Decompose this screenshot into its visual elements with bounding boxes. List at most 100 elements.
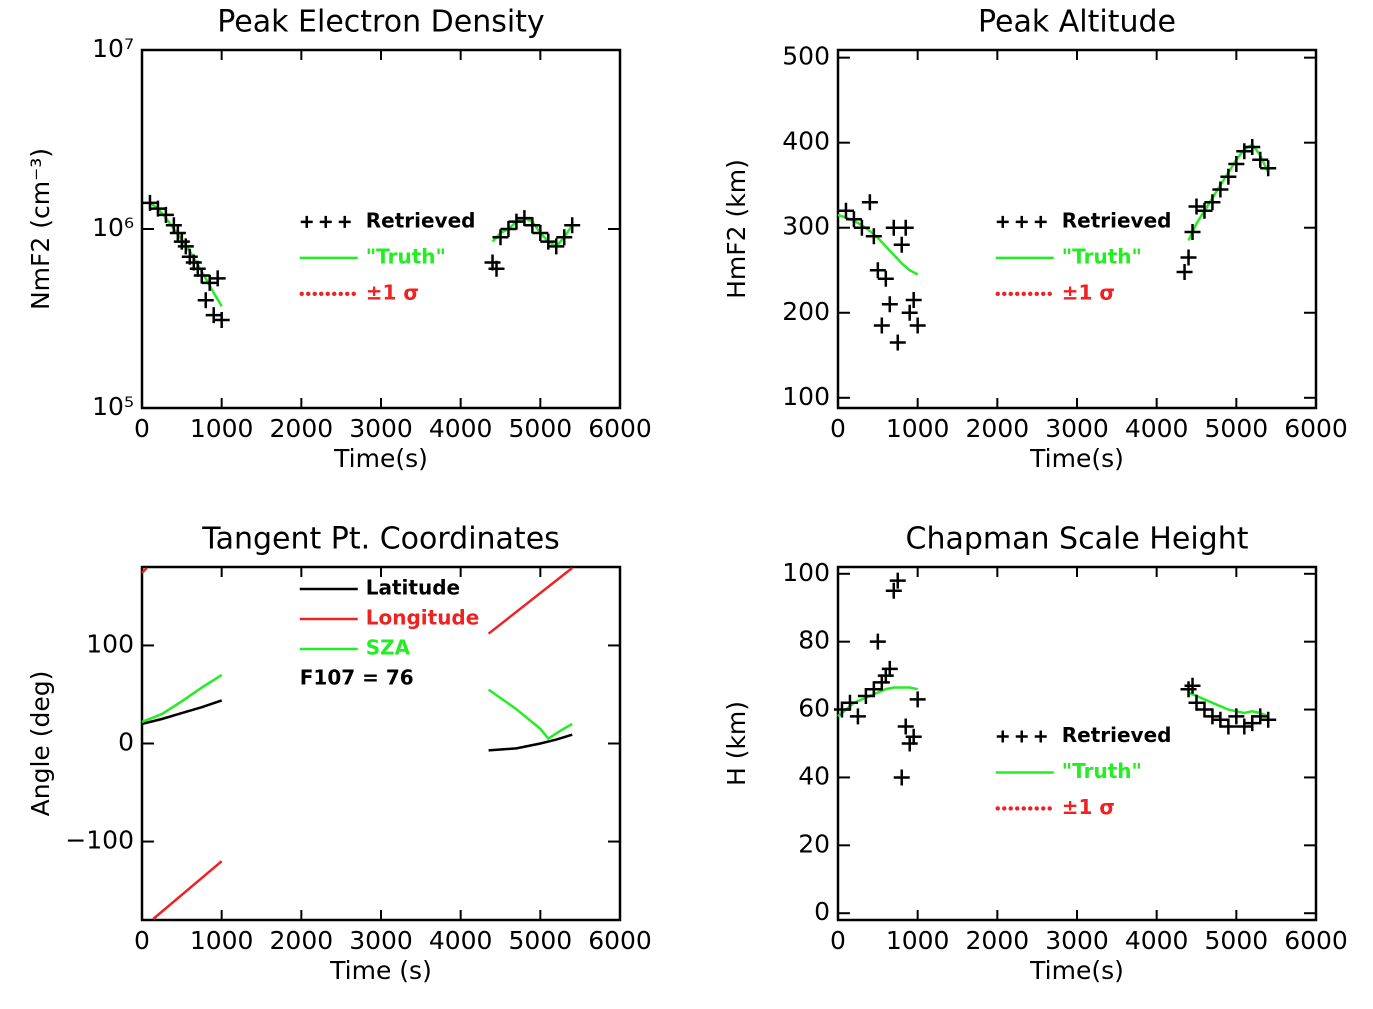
- plot-frame: [140, 565, 622, 922]
- retrieved-point: [1220, 168, 1237, 185]
- panel: Peak Electron Density Time(s) NmF2 (cm⁻³) 0…: [26, 5, 652, 474]
- retrieved-point: [901, 735, 918, 752]
- y-tick-label: 100: [782, 558, 830, 587]
- retrieved-point: [865, 681, 882, 698]
- legend-symbol: [1021, 291, 1026, 297]
- retrieved-point: [564, 217, 581, 234]
- x-tick-label: 6000: [588, 926, 652, 955]
- legend-label: Latitude: [366, 576, 460, 600]
- retrieved-point: [893, 236, 910, 253]
- retrieved-point: [905, 292, 922, 309]
- legend-symbol: [319, 215, 332, 228]
- plot-area: [837, 138, 1277, 351]
- series-line: [141, 673, 573, 741]
- retrieved-point: [1212, 181, 1229, 198]
- y-tick-label: 300: [782, 212, 830, 241]
- legend-symbol: [1021, 806, 1026, 811]
- x-tick-label: 6000: [1284, 926, 1348, 955]
- plot-area: [141, 567, 573, 920]
- x-axis-label: Time(s): [1029, 956, 1124, 985]
- retrieved-point: [1176, 263, 1193, 280]
- x-tick-label: 2000: [270, 926, 334, 955]
- x-tick-label: 4000: [429, 926, 493, 955]
- legend-symbol: [1002, 806, 1007, 811]
- retrieved-point: [500, 221, 517, 237]
- y-tick-label: −100: [65, 826, 134, 855]
- retrieved-point: [841, 694, 858, 711]
- legend-symbol: [1047, 806, 1052, 811]
- legend-symbol: [338, 291, 343, 297]
- x-axis-label: Time(s): [333, 444, 428, 473]
- plot-area: [141, 194, 581, 329]
- retrieved-point: [873, 674, 890, 691]
- retrieved-point: [1260, 711, 1277, 728]
- retrieved-point: [492, 229, 509, 246]
- legend-symbol: [338, 215, 351, 228]
- y-tick-label: 100: [782, 382, 830, 411]
- legend: Latitude Longitude SZA: [299, 576, 479, 660]
- retrieved-point: [865, 228, 882, 245]
- retrieved-point: [548, 238, 565, 255]
- retrieved-point: [1204, 708, 1221, 725]
- retrieved-point: [881, 660, 898, 677]
- retrieved-point: [857, 687, 874, 704]
- legend-symbol: [1034, 215, 1047, 228]
- legend-symbol: [996, 215, 1009, 228]
- retrieved-point: [213, 312, 230, 329]
- retrieved-point: [524, 217, 541, 234]
- plot-frame: [140, 48, 622, 410]
- x-tick-label: 5000: [1205, 926, 1269, 955]
- legend-symbol: [1047, 291, 1052, 297]
- legend-symbol: [1015, 215, 1028, 228]
- legend-symbol: [319, 291, 324, 297]
- legend-label: Retrieved: [1062, 208, 1172, 232]
- legend-symbol: [1015, 291, 1020, 297]
- retrieved-point: [1244, 715, 1261, 732]
- retrieved-point: [157, 206, 174, 223]
- x-tick-label: 0: [830, 926, 846, 955]
- retrieved-point: [889, 572, 906, 589]
- legend-symbol: [1041, 291, 1046, 297]
- legend-symbol: [1028, 291, 1033, 297]
- retrieved-point: [1204, 194, 1221, 211]
- retrieved-point: [905, 728, 922, 745]
- panel: Tangent Pt. Coordinates Time (s) Angle (de…: [26, 522, 652, 986]
- retrieved-point: [873, 317, 890, 334]
- retrieved-point: [877, 667, 894, 684]
- retrieved-point: [516, 210, 533, 227]
- retrieved-point: [877, 270, 894, 287]
- annotation: F107 = 76: [300, 666, 414, 690]
- retrieved-point: [488, 260, 505, 277]
- y-tick-label: 0: [814, 897, 830, 926]
- retrieved-point: [909, 317, 926, 334]
- retrieved-point: [849, 708, 866, 725]
- x-tick-label: 6000: [588, 414, 652, 443]
- x-tick-label: 0: [134, 926, 150, 955]
- legend-symbol: [1028, 806, 1033, 811]
- retrieved-point: [1252, 708, 1269, 725]
- legend-symbol: [351, 291, 356, 297]
- retrieved-point: [169, 224, 186, 241]
- retrieved-point: [869, 633, 886, 650]
- x-tick-label: 4000: [1125, 414, 1189, 443]
- x-tick-label: 6000: [1284, 414, 1348, 443]
- retrieved-point: [845, 211, 862, 228]
- retrieved-point: [177, 238, 194, 255]
- retrieved-point: [532, 224, 549, 241]
- x-tick-label: 0: [830, 414, 846, 443]
- y-axis-label: H (km): [722, 701, 751, 786]
- legend-symbol: [325, 291, 330, 297]
- x-tick-label: 3000: [349, 414, 413, 443]
- retrieved-point: [189, 260, 206, 277]
- x-axis-label: Time (s): [329, 956, 432, 985]
- plot-area: [834, 572, 1277, 786]
- retrieved-point: [893, 769, 910, 786]
- y-axis-label: HmF2 (km): [722, 159, 751, 299]
- retrieved-point: [881, 296, 898, 313]
- retrieved-point: [837, 202, 854, 219]
- legend: Retrieved "Truth" ±1 σ: [299, 208, 475, 304]
- y-tick-label: 80: [798, 626, 830, 655]
- y-tick-label: 10⁷: [92, 34, 134, 63]
- legend-symbol: [995, 806, 1000, 811]
- series-line: [149, 201, 574, 307]
